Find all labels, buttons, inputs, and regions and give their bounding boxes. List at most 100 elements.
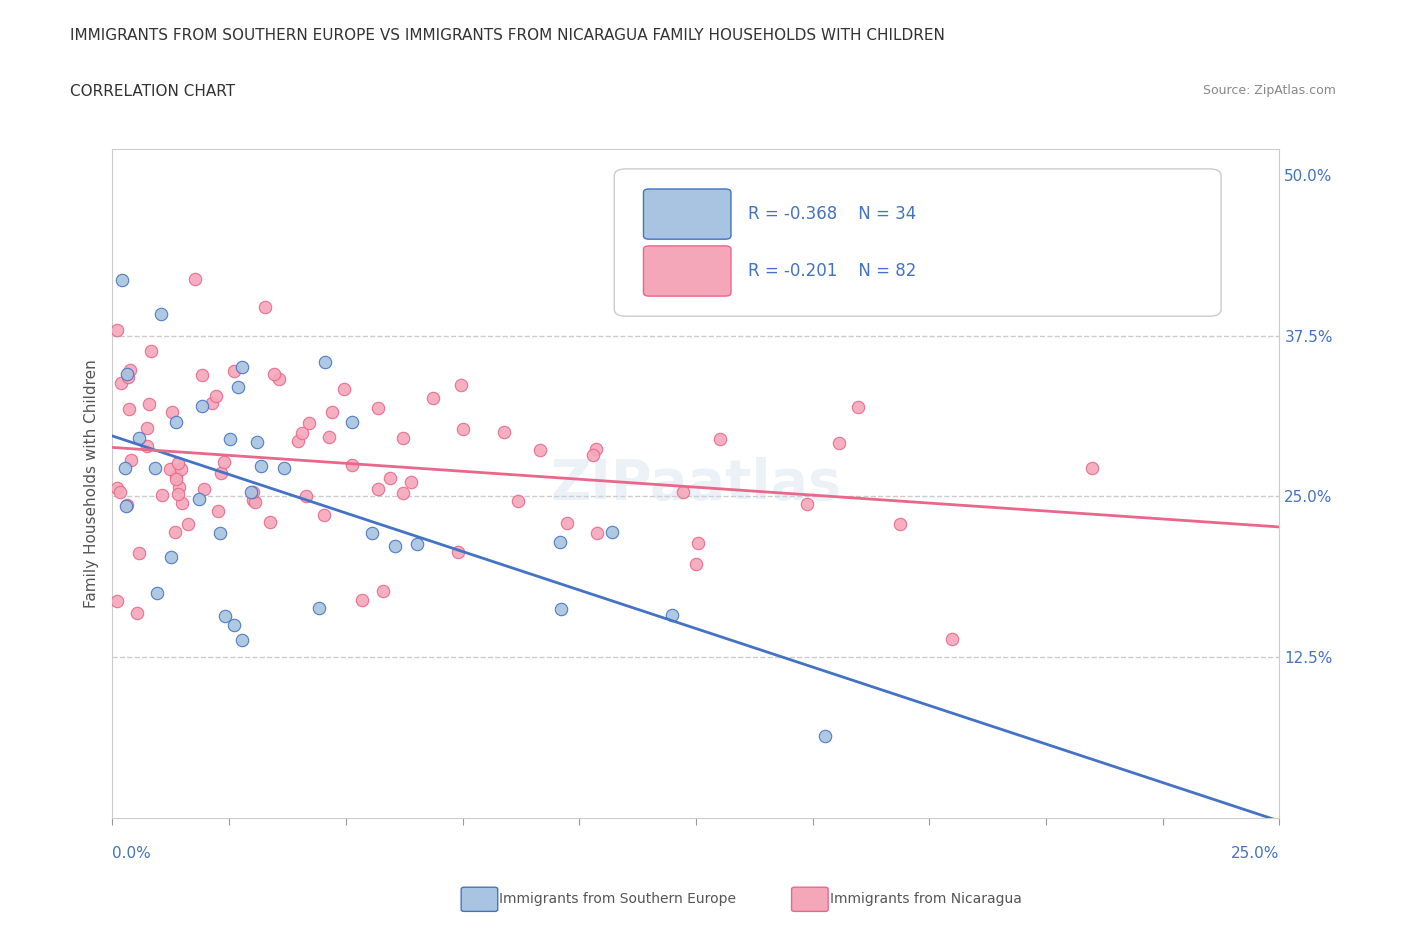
Text: R = -0.201    N = 82: R = -0.201 N = 82: [748, 262, 917, 280]
Point: [367, 401, 389, 416]
Text: CORRELATION CHART: CORRELATION CHART: [70, 84, 235, 99]
Point: [889, 516, 911, 531]
Point: [209, 466, 232, 481]
Point: [139, 343, 162, 358]
Point: [685, 556, 707, 571]
Point: [191, 399, 214, 414]
Point: [242, 485, 264, 499]
Point: [205, 389, 228, 404]
Point: [184, 272, 207, 286]
Point: [318, 430, 340, 445]
Point: [550, 601, 572, 616]
Point: [228, 379, 250, 394]
Point: [250, 458, 273, 473]
Point: [259, 514, 281, 529]
Point: [207, 504, 229, 519]
Point: [150, 307, 173, 322]
Point: [128, 431, 150, 445]
Point: [201, 395, 224, 410]
Point: [222, 618, 245, 633]
Point: [308, 601, 330, 616]
Point: [360, 525, 382, 540]
Point: [392, 485, 415, 500]
FancyBboxPatch shape: [644, 246, 731, 296]
Point: [273, 461, 295, 476]
Point: [143, 460, 166, 475]
Point: [585, 442, 607, 457]
Text: ZIPaatlas: ZIPaatlas: [551, 457, 841, 511]
Point: [162, 405, 184, 419]
Point: [222, 363, 245, 378]
Point: [231, 360, 253, 375]
Point: [188, 492, 211, 507]
Point: [371, 584, 394, 599]
Point: [105, 481, 128, 496]
Y-axis label: Family Households with Children: Family Households with Children: [83, 359, 98, 608]
Point: [295, 489, 318, 504]
Point: [115, 498, 138, 512]
Point: [177, 516, 200, 531]
Point: [529, 443, 551, 458]
Point: [350, 592, 373, 607]
Point: [165, 525, 187, 539]
Point: [321, 405, 343, 419]
Point: [298, 416, 321, 431]
Point: [291, 426, 314, 441]
Point: [342, 414, 364, 429]
Text: Immigrants from Southern Europe: Immigrants from Southern Europe: [499, 892, 737, 907]
Point: [165, 469, 187, 484]
Point: [314, 354, 336, 369]
Point: [115, 498, 138, 513]
Point: [508, 493, 530, 508]
Point: [405, 537, 427, 551]
Point: [263, 366, 285, 381]
Point: [105, 594, 128, 609]
Point: [169, 461, 191, 476]
Point: [105, 322, 128, 337]
Point: [582, 447, 605, 462]
Point: [212, 455, 235, 470]
Point: [167, 480, 190, 495]
Point: [422, 391, 444, 405]
Point: [661, 608, 683, 623]
Point: [492, 425, 515, 440]
Point: [209, 525, 232, 540]
Point: [796, 497, 818, 512]
Point: [167, 486, 190, 501]
Point: [340, 458, 363, 472]
Point: [125, 605, 148, 620]
Text: Source: ZipAtlas.com: Source: ZipAtlas.com: [1202, 84, 1336, 97]
Point: [287, 433, 309, 448]
Point: [1080, 460, 1102, 475]
Point: [110, 376, 132, 391]
Point: [246, 434, 269, 449]
Point: [170, 496, 193, 511]
Point: [828, 436, 851, 451]
Point: [312, 508, 335, 523]
Point: [165, 414, 187, 429]
Point: [814, 729, 837, 744]
Point: [146, 586, 169, 601]
Point: [191, 368, 214, 383]
Point: [447, 545, 470, 560]
Point: [401, 474, 423, 489]
Point: [128, 545, 150, 560]
Point: [378, 471, 401, 485]
Point: [117, 369, 139, 384]
Point: [392, 431, 415, 445]
Point: [120, 363, 142, 378]
Point: [242, 493, 264, 508]
Point: [135, 439, 157, 454]
Point: [120, 452, 142, 467]
Point: [219, 432, 242, 446]
Point: [136, 420, 159, 435]
Text: Immigrants from Nicaragua: Immigrants from Nicaragua: [830, 892, 1021, 907]
Point: [709, 432, 731, 446]
Point: [450, 378, 472, 392]
Point: [267, 372, 290, 387]
Point: [214, 608, 236, 623]
Point: [118, 401, 141, 416]
Point: [138, 396, 160, 411]
Point: [160, 550, 183, 565]
Point: [555, 516, 578, 531]
